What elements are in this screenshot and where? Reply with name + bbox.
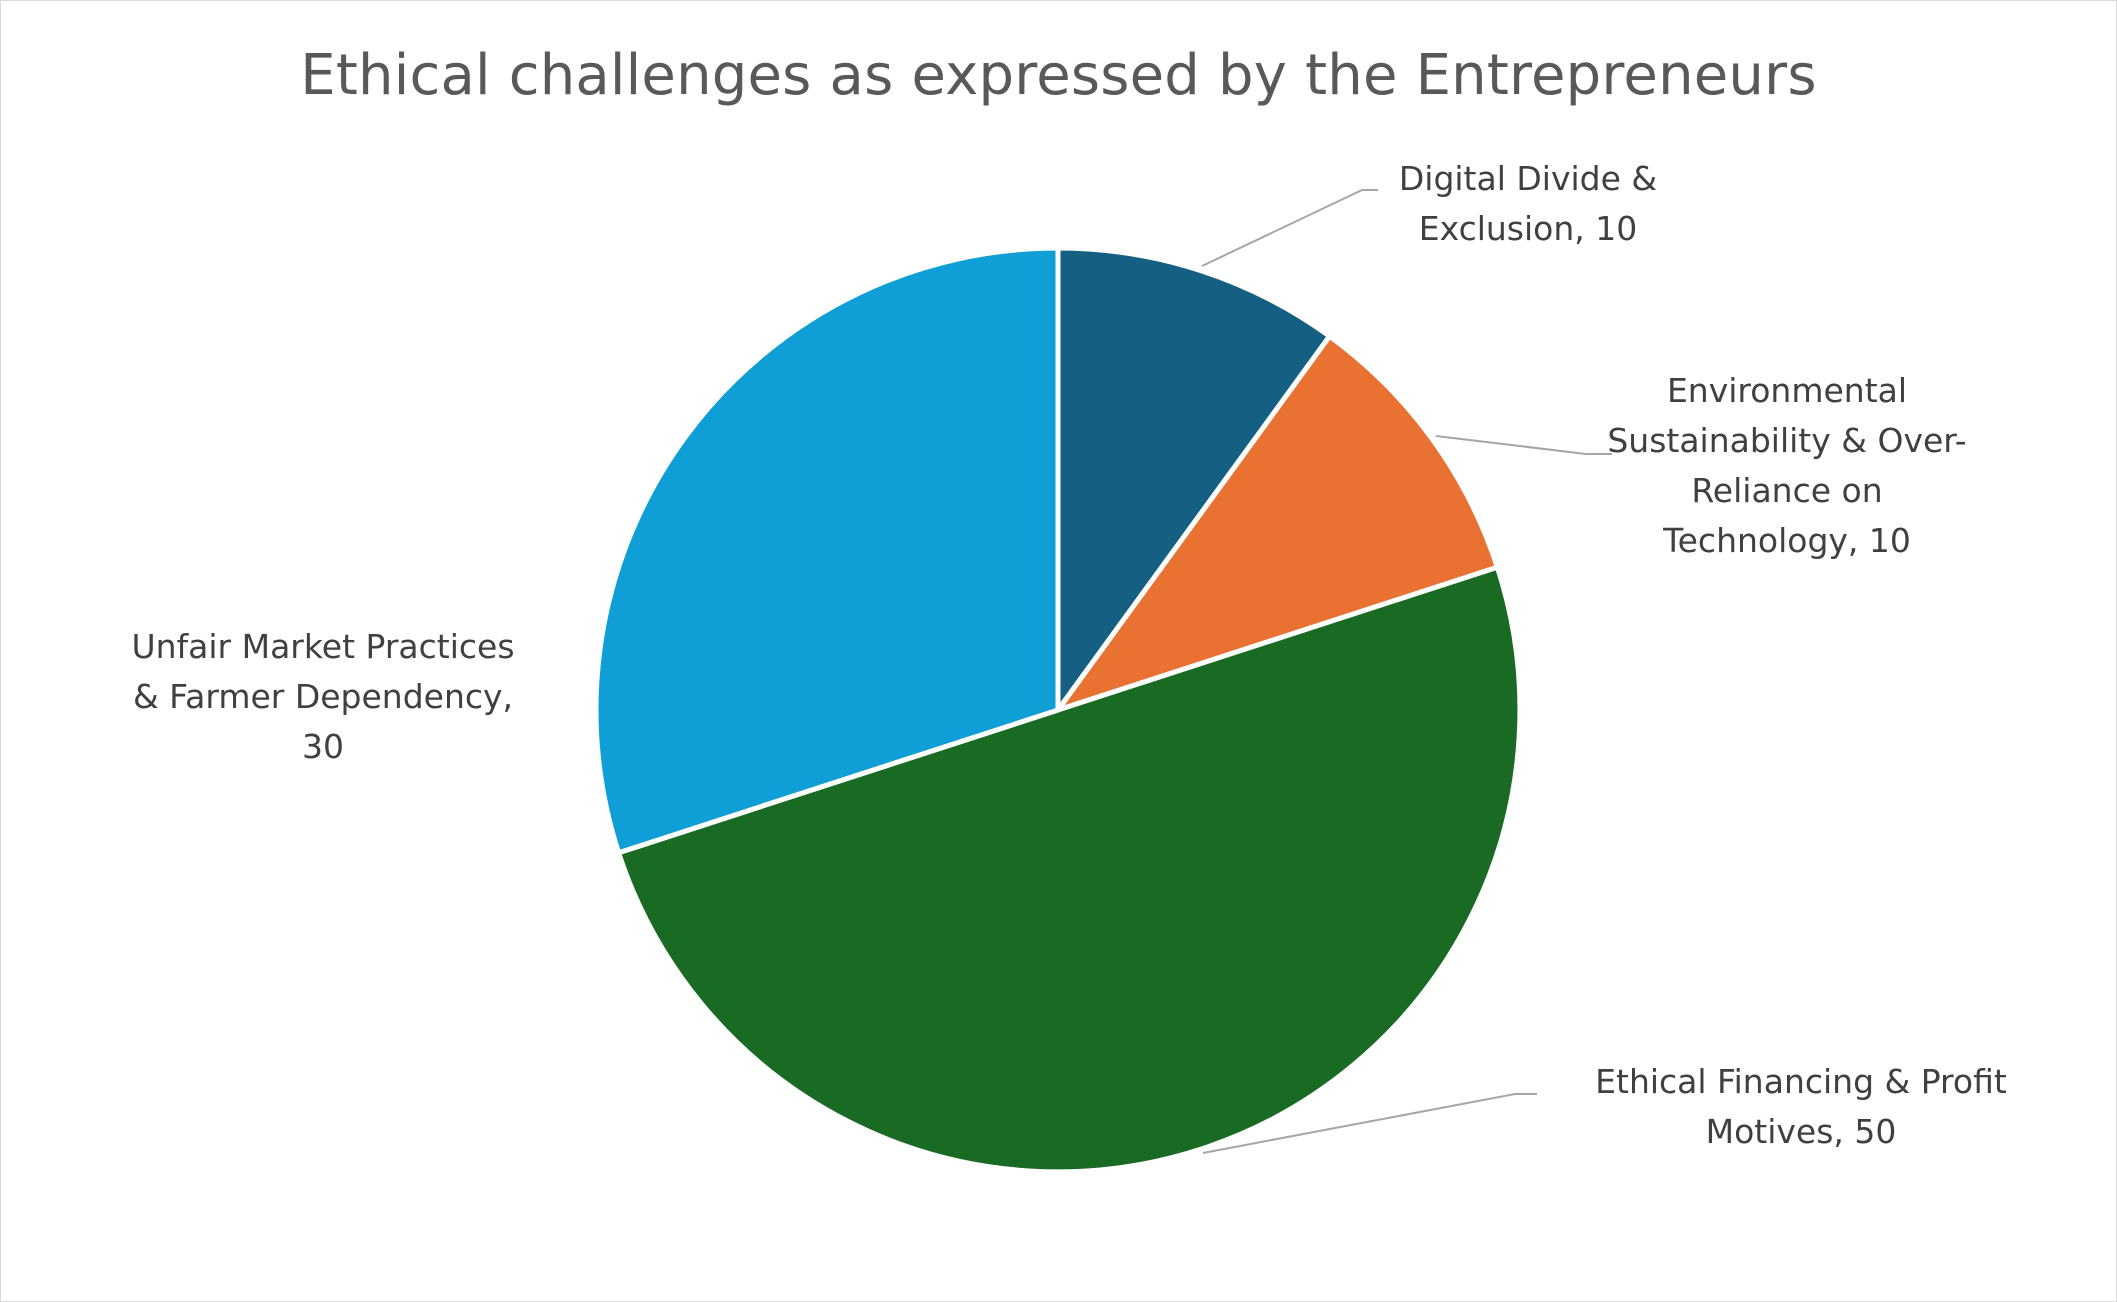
data-label-line: & Farmer Dependency,: [133, 677, 513, 716]
leader-line-3: [1202, 1093, 1537, 1154]
pie-slices: [593, 245, 1523, 1175]
data-label-3: Ethical Financing & Profit Motives, 50: [1595, 1062, 2007, 1151]
data-label-line: Technology, 10: [1662, 521, 1911, 560]
data-label-2: Environmental Sustainability & Over- Relia…: [1607, 371, 1966, 560]
leader-lines: [1201, 189, 1612, 1154]
data-label-line: Exclusion, 10: [1419, 209, 1637, 248]
data-label-1: Digital Divide & Exclusion, 10: [1399, 159, 1657, 248]
chart-title: Ethical challenges as expressed by the E…: [300, 43, 1817, 108]
data-label-line: Sustainability & Over-: [1607, 421, 1966, 460]
pie-slice-2: [1055, 333, 1500, 713]
data-labels: Digital Divide & Exclusion, 10 Environment…: [131, 159, 2006, 1151]
pie-slice-1: [1055, 245, 1333, 713]
data-label-4: Unfair Market Practices & Farmer Dependen…: [131, 627, 514, 766]
data-label-line: Digital Divide &: [1399, 159, 1657, 198]
data-label-line: Environmental: [1667, 371, 1907, 410]
data-label-line: Motives, 50: [1706, 1112, 1897, 1151]
leader-line-2: [1435, 435, 1612, 455]
pie-slice-4: [593, 245, 1061, 856]
data-label-line: Ethical Financing & Profit: [1595, 1062, 2007, 1101]
data-label-line: Reliance on: [1691, 471, 1882, 510]
data-label-line: Unfair Market Practices: [131, 627, 514, 666]
data-label-line: 30: [302, 727, 344, 766]
leader-line-1: [1201, 189, 1378, 267]
pie-slice-3: [616, 564, 1523, 1175]
